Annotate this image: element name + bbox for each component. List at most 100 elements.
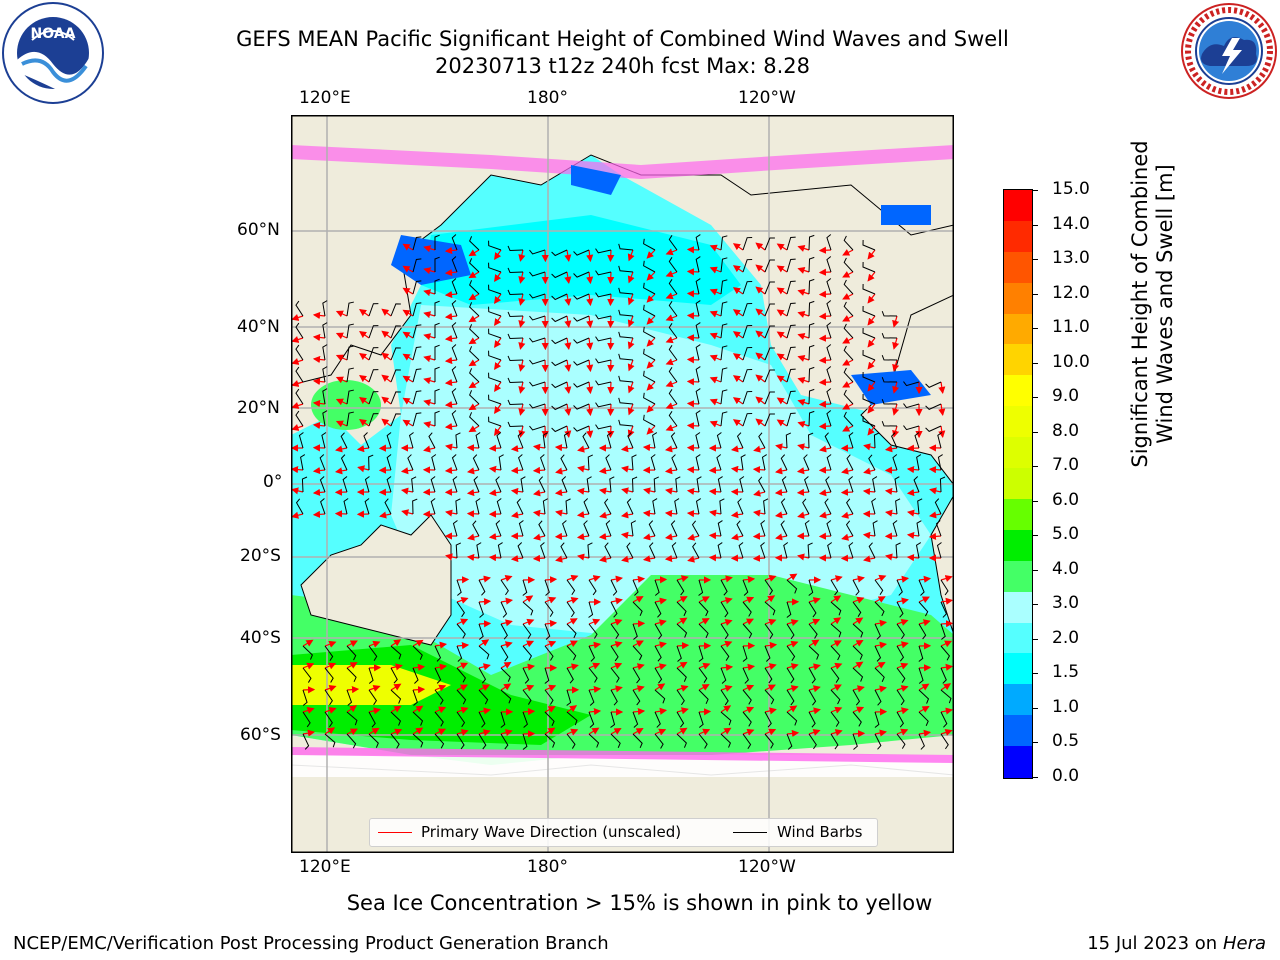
- wind-barb: [632, 733, 643, 748]
- wind-barb: [295, 410, 304, 427]
- wave-direction-arrow: [786, 729, 800, 738]
- wind-barb: [720, 367, 728, 383]
- lon-tick-top-180: 180°: [527, 88, 568, 108]
- wave-direction-arrow: [642, 443, 656, 452]
- wave-direction-arrow: [752, 532, 766, 540]
- wave-direction-arrow: [709, 310, 722, 318]
- wind-barb: [918, 667, 924, 684]
- wind-barb: [881, 377, 898, 383]
- wave-direction-arrow: [774, 488, 788, 497]
- wind-barb: [500, 623, 508, 640]
- wave-direction-arrow: [324, 662, 337, 670]
- wave-direction-arrow: [554, 489, 568, 497]
- wind-barb: [650, 454, 656, 471]
- wave-direction-arrow: [646, 315, 656, 325]
- wind-barb: [346, 345, 354, 361]
- wind-barb: [940, 579, 949, 596]
- wind-barb: [295, 322, 304, 339]
- colorbar-tick-label: 0.5: [1052, 731, 1080, 752]
- wind-barb: [538, 476, 546, 493]
- wind-barb: [764, 733, 774, 749]
- lon-tick-top-120w: 120°W: [738, 88, 796, 108]
- wind-barb: [903, 403, 920, 409]
- wind-barb: [319, 476, 326, 493]
- wind-barb: [566, 579, 576, 596]
- wave-direction-arrow: [720, 575, 733, 583]
- wave-direction-arrow: [709, 244, 722, 252]
- wave-direction-arrow: [544, 684, 557, 692]
- wind-barb: [560, 454, 568, 471]
- wind-barb: [852, 667, 864, 682]
- wind-barb: [826, 388, 832, 405]
- wind-barb: [764, 237, 775, 251]
- wave-direction-arrow: [797, 511, 810, 519]
- wave-direction-arrow: [610, 662, 623, 670]
- wind-barb: [881, 355, 898, 361]
- colorbar-segment: [1004, 684, 1032, 716]
- wind-barb: [668, 301, 678, 317]
- colorbar-tick-label: 10.0: [1052, 351, 1090, 372]
- wave-direction-arrow: [764, 641, 778, 649]
- wave-direction-arrow: [776, 375, 788, 383]
- wind-barb: [676, 733, 687, 748]
- wind-barb: [507, 421, 524, 427]
- wind-barb: [551, 271, 568, 279]
- wind-barb: [610, 579, 618, 596]
- wave-direction-arrow: [500, 661, 512, 669]
- colorbar-segment: [1004, 715, 1032, 747]
- colorbar-segment: [1004, 591, 1032, 624]
- wave-direction-arrow: [730, 511, 744, 519]
- wave-direction-arrow: [797, 443, 810, 451]
- wave-direction-arrow: [564, 293, 572, 307]
- wave-direction-arrow: [423, 445, 436, 453]
- wave-direction-arrow: [598, 487, 612, 495]
- wave-direction-arrow: [842, 271, 854, 278]
- wind-barb: [478, 645, 490, 660]
- colorbar-tick-label: 8.0: [1052, 420, 1080, 441]
- wave-direction-arrow: [621, 465, 634, 473]
- wave-direction-arrow: [786, 663, 799, 671]
- wave-direction-arrow: [444, 268, 458, 277]
- wind-barb: [830, 579, 839, 596]
- wave-direction-arrow: [632, 575, 646, 583]
- wind-barb: [390, 347, 401, 361]
- wave-direction-arrow: [423, 267, 436, 275]
- wind-barb: [720, 389, 728, 405]
- arctic-sea-ice: [291, 145, 954, 179]
- wave-direction-arrow: [874, 661, 886, 669]
- wind-barb: [500, 689, 512, 704]
- wind-barb: [808, 278, 815, 295]
- wind-barb: [654, 733, 664, 749]
- wave-direction-arrow: [456, 706, 469, 714]
- wind-barb: [412, 498, 418, 515]
- wave-direction-arrow: [698, 662, 711, 670]
- wind-barb: [319, 454, 326, 471]
- wind-barb: [469, 280, 480, 295]
- wave-direction-arrow: [444, 246, 458, 255]
- wave-direction-arrow: [632, 728, 644, 735]
- wind-barb: [896, 645, 905, 662]
- wind-barb: [407, 454, 414, 471]
- wind-barb: [632, 645, 643, 661]
- colorbar-tick-mark: [1032, 569, 1038, 571]
- wind-barb: [826, 278, 832, 295]
- wave-direction-arrow: [632, 707, 646, 716]
- wind-barb: [507, 311, 524, 317]
- wave-direction-arrow: [586, 381, 594, 395]
- wind-barb: [522, 623, 532, 639]
- wind-barb: [780, 454, 788, 471]
- wind-barb: [720, 411, 728, 427]
- wave-direction-arrow: [646, 403, 656, 413]
- wave-direction-arrow: [892, 337, 900, 350]
- wind-barb: [654, 645, 662, 662]
- wind-barb: [761, 454, 767, 471]
- wave-direction-arrow: [752, 554, 766, 562]
- wind-barb: [604, 498, 612, 515]
- wave-direction-arrow: [468, 271, 480, 279]
- wind-barb: [783, 542, 789, 559]
- wave-direction-arrow: [466, 553, 480, 562]
- wave-direction-arrow: [686, 312, 700, 320]
- wave-direction-arrow: [775, 533, 788, 541]
- wind-barb: [540, 542, 546, 559]
- wave-direction-arrow: [896, 685, 909, 692]
